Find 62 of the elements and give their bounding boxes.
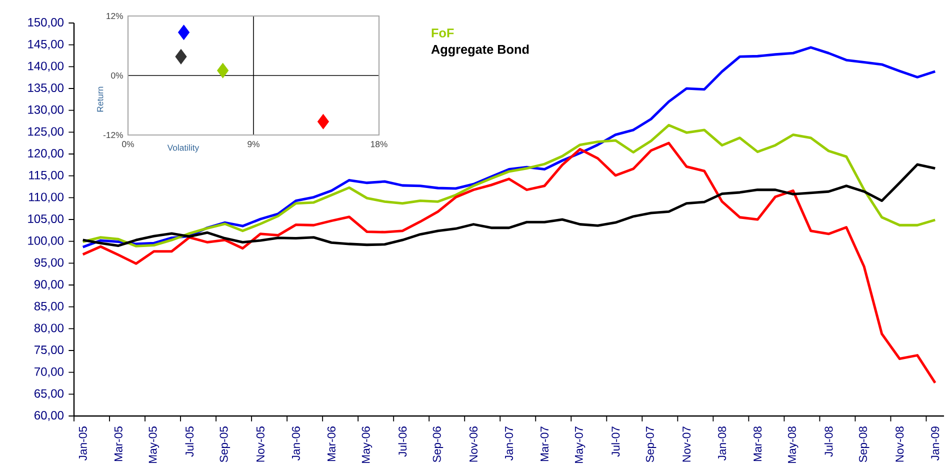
x-tick-label: Jan-09 xyxy=(931,426,940,460)
y-tick-label: 0% xyxy=(111,72,123,78)
line-series xyxy=(82,124,936,248)
y-tick-label: 80,00 xyxy=(34,324,64,334)
y-tick-label: 150,00 xyxy=(28,18,64,28)
x-tick-label: Jul-08 xyxy=(824,426,833,457)
y-tick-label: 110,00 xyxy=(29,192,64,202)
y-axis-title: Return xyxy=(97,86,104,112)
x-axis-title: Volatility xyxy=(167,144,200,152)
y-tick-label: 85,00 xyxy=(34,302,64,312)
x-tick-label: May-05 xyxy=(148,426,160,463)
x-tick-label: Jul-07 xyxy=(611,426,620,457)
y-tick-label: 65,00 xyxy=(34,389,64,399)
y-tick-label: 105,00 xyxy=(28,214,64,224)
y-tick-label: 125,00 xyxy=(28,127,64,137)
x-tick-label: Jan-07 xyxy=(505,426,514,460)
point xyxy=(175,48,187,64)
x-tick-label: May-06 xyxy=(362,426,372,463)
y-tick-label: 100,00 xyxy=(28,236,64,246)
x-tick-label: Nov-08 xyxy=(896,426,904,462)
x-tick-label: May-07 xyxy=(574,426,586,463)
x-tick-label: 9% xyxy=(248,140,260,148)
x-tick-label: Sep-07 xyxy=(646,426,656,462)
x-tick-label: Jan-06 xyxy=(292,426,300,460)
x-tick-label: Mar-07 xyxy=(540,426,549,461)
y-tick-label: 135,00 xyxy=(28,83,64,94)
point xyxy=(317,114,329,130)
x-tick-label: Sep-08 xyxy=(858,426,870,462)
x-tick-label: Jan-05 xyxy=(78,426,87,460)
line-series xyxy=(82,142,936,384)
x-tick-label: Mar-05 xyxy=(114,426,122,461)
y-tick-label: 70,00 xyxy=(34,367,64,378)
point xyxy=(217,62,229,78)
y-tick-label: 145,00 xyxy=(28,40,64,50)
x-tick-label: 0% xyxy=(122,140,134,148)
line-series xyxy=(82,46,936,248)
y-tick-label: -12% xyxy=(103,132,123,138)
x-tick-label: Mar-08 xyxy=(754,426,762,461)
y-tick-label: 130,00 xyxy=(28,105,64,116)
x-tick-label: Sep-06 xyxy=(432,426,444,462)
x-tick-label: Nov-05 xyxy=(256,426,264,462)
text: FoF xyxy=(432,28,454,38)
y-tick-label: 90,00 xyxy=(34,280,64,290)
x-tick-label: Nov-06 xyxy=(469,426,478,462)
x-tick-label: Sep-05 xyxy=(220,426,230,462)
x-tick-label: Nov-07 xyxy=(682,426,691,462)
x-tick-label: Jul-06 xyxy=(398,426,407,457)
x-tick-label: Mar-06 xyxy=(327,426,336,461)
line-series xyxy=(82,163,936,247)
x-tick-label: 18% xyxy=(371,140,388,148)
text: Aggregate Bond xyxy=(431,44,529,56)
y-tick-label: 12% xyxy=(106,12,123,19)
y-tick-label: 115,00 xyxy=(29,170,64,181)
x-tick-label: Jul-05 xyxy=(185,426,194,457)
y-tick-label: 75,00 xyxy=(34,345,64,356)
y-tick-label: 140,00 xyxy=(28,62,64,72)
x-tick-label: Jan-08 xyxy=(718,426,726,460)
y-tick-label: 95,00 xyxy=(34,258,64,268)
x-tick-label: May-08 xyxy=(788,426,798,463)
y-tick-label: 60,00 xyxy=(34,410,64,421)
y-tick-label: 120,00 xyxy=(28,148,64,159)
point xyxy=(178,24,190,40)
